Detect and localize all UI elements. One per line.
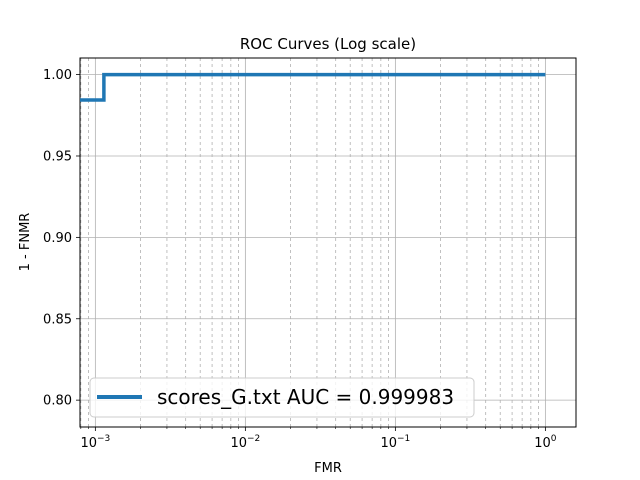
grid-lines xyxy=(80,58,576,427)
legend-label-scores-g: scores_G.txt AUC = 0.999983 xyxy=(157,385,454,409)
y-tick-label: 1.00 xyxy=(43,68,72,83)
y-tick-label: 0.80 xyxy=(43,394,72,409)
x-tick-label: 100 xyxy=(534,434,557,451)
x-tick-label: 10−3 xyxy=(80,434,110,451)
series-line-scores-g xyxy=(80,72,546,102)
legend-box xyxy=(89,377,475,418)
y-tick-label: 0.85 xyxy=(43,312,72,327)
chart-title: ROC Curves (Log scale) xyxy=(240,35,416,53)
x-axis-label: FMR xyxy=(314,461,342,476)
y-axis-label: 1 - FNMR xyxy=(18,213,33,272)
y-tick-label: 0.90 xyxy=(43,231,72,246)
plot-frame xyxy=(79,57,577,428)
legend: scores_G.txt AUC = 0.999983 xyxy=(89,377,475,418)
series-layer xyxy=(80,72,546,102)
axis-ticks: 10−3 10−2 10−1 100 0.80 0.85 0.90 0.95 1.00 xyxy=(43,68,557,451)
x-tick-label: 10−2 xyxy=(230,434,260,451)
x-tick-label: 10−1 xyxy=(380,434,410,451)
y-tick-label: 0.95 xyxy=(43,149,72,164)
